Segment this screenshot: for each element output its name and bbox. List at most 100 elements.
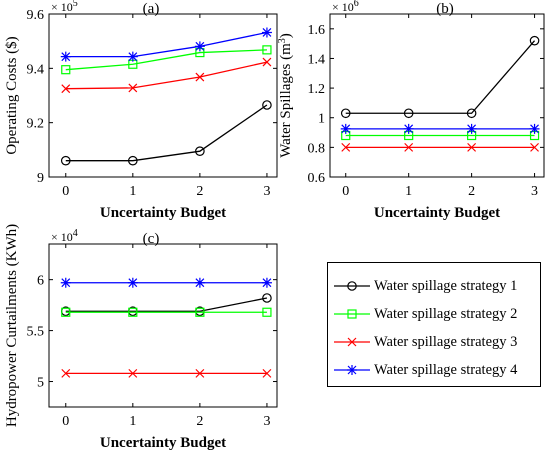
chart-panel-c: 5 5.5 6 0 1 2 3 × 104 (c) Uncertainty Budget Hydro… — [4, 224, 278, 451]
legend-label-strategy-1: Water spillage strategy 1 — [374, 278, 518, 294]
x-tick-label: 2 — [196, 184, 203, 199]
data-point-strategy-2 — [195, 307, 205, 317]
data-point-strategy-4 — [60, 277, 71, 288]
data-point-strategy-3 — [341, 142, 351, 152]
data-point-strategy-3 — [404, 142, 414, 152]
series-line-strategy-1 — [345, 40, 536, 114]
y-tick-label: 1.2 — [308, 82, 326, 97]
x-tick-label: 3 — [263, 184, 270, 199]
data-point-strategy-3 — [61, 84, 71, 94]
data-point-strategy-4 — [529, 123, 540, 134]
y-tick-label: 1 — [318, 112, 325, 127]
data-point-strategy-3 — [128, 83, 138, 93]
x-tick-label: 0 — [342, 184, 349, 199]
series-line-strategy-2 — [65, 49, 267, 71]
y-axis-label: Water Spillages (m3) — [277, 33, 294, 158]
data-point-strategy-1 — [466, 108, 477, 119]
x-tick-label: 3 — [263, 414, 270, 429]
legend-marker-star-icon — [334, 365, 370, 375]
data-point-strategy-2 — [262, 45, 272, 55]
y-tick-label: 9.2 — [27, 117, 45, 132]
x-tick-label: 0 — [62, 414, 69, 429]
legend: Water spillage strategy 1 Water spillage… — [327, 262, 541, 387]
data-point-strategy-3 — [61, 368, 71, 378]
plot-frame — [48, 13, 278, 178]
data-point-strategy-1 — [128, 155, 138, 166]
data-point-strategy-4 — [127, 277, 138, 288]
x-tick-label: 0 — [62, 184, 69, 199]
panel-title: (a) — [143, 1, 160, 17]
chart-panel-b: 0.6 0.8 1 1.2 1.4 1.6 0 1 2 3 × 106 (b) Uncertainty … — [277, 0, 545, 221]
axis-exponent: × 106 — [332, 0, 359, 14]
series-line-strategy-3 — [65, 61, 268, 90]
data-point-strategy-1 — [60, 155, 71, 166]
data-point-strategy-4 — [340, 123, 351, 134]
y-tick-label: 5.5 — [27, 325, 45, 340]
x-axis-label: Uncertainty Budget — [100, 205, 226, 221]
legend-entry-strategy-1: Water spillage strategy 1 — [328, 276, 540, 296]
data-point-strategy-4 — [261, 27, 272, 38]
plot-frame — [48, 243, 278, 408]
legend-entry-strategy-4: Water spillage strategy 4 — [328, 360, 540, 380]
x-axis-label: Uncertainty Budget — [100, 435, 226, 451]
y-tick-label: 9 — [37, 171, 44, 186]
legend-marker-circle-icon — [334, 281, 370, 291]
y-tick-label: 9.4 — [27, 62, 45, 77]
data-point-strategy-2 — [61, 307, 71, 317]
series-line-strategy-4 — [65, 31, 268, 58]
data-point-strategy-2 — [61, 65, 71, 75]
data-point-strategy-1 — [529, 35, 540, 46]
y-tick-label: 0.8 — [308, 141, 326, 156]
data-point-strategy-3 — [530, 142, 539, 152]
chart-panel-a: 9 9.2 9.4 9.6 0 1 2 3 × 105 (a) Uncertainty Budget… — [4, 0, 278, 221]
legend-label-strategy-3: Water spillage strategy 3 — [374, 334, 518, 350]
axis-exponent: × 104 — [51, 228, 78, 244]
legend-entry-strategy-3: Water spillage strategy 3 — [328, 332, 540, 352]
y-axis-label: Operating Costs ($) — [4, 36, 20, 154]
y-axis-label: Hydropower Curtailments (KWh) — [4, 224, 20, 427]
legend-marker-x-icon — [334, 337, 370, 347]
x-tick-label: 3 — [531, 184, 538, 199]
y-tick-label: 1.6 — [308, 23, 326, 38]
data-point-strategy-2 — [128, 307, 138, 317]
data-point-strategy-3 — [195, 368, 205, 378]
data-point-strategy-3 — [262, 368, 272, 378]
data-point-strategy-4 — [194, 41, 205, 52]
x-tick-label: 1 — [129, 414, 136, 429]
y-tick-label: 0.6 — [308, 171, 326, 186]
x-tick-label: 1 — [405, 184, 412, 199]
series-line-strategy-1 — [65, 104, 268, 162]
data-point-strategy-1 — [195, 146, 205, 156]
data-point-strategy-4 — [466, 123, 477, 134]
axis-exponent: × 105 — [51, 0, 78, 14]
data-point-strategy-4 — [261, 277, 272, 288]
data-point-strategy-4 — [127, 51, 138, 62]
legend-marker-square-icon — [334, 309, 370, 319]
data-point-strategy-1 — [262, 293, 272, 303]
legend-label-strategy-4: Water spillage strategy 4 — [374, 362, 518, 378]
data-point-strategy-3 — [262, 57, 272, 67]
y-tick-label: 6 — [37, 274, 44, 289]
y-tick-label: 1.4 — [308, 52, 326, 67]
data-point-strategy-2 — [262, 307, 272, 317]
data-point-strategy-3 — [128, 368, 138, 378]
y-tick-label: 9.6 — [27, 8, 45, 23]
x-tick-label: 1 — [129, 184, 136, 199]
panel-title: (b) — [436, 1, 454, 17]
data-point-strategy-4 — [60, 51, 71, 62]
y-tick-label: 5 — [37, 376, 44, 391]
x-tick-label: 2 — [468, 184, 475, 199]
legend-label-strategy-2: Water spillage strategy 2 — [374, 306, 518, 322]
data-point-strategy-1 — [403, 108, 414, 119]
data-point-strategy-3 — [195, 72, 205, 82]
data-point-strategy-4 — [403, 123, 414, 134]
x-axis-label: Uncertainty Budget — [374, 205, 500, 221]
series-line-strategy-1 — [65, 297, 268, 312]
data-point-strategy-1 — [340, 108, 351, 119]
panel-title: (c) — [143, 231, 160, 247]
legend-entry-strategy-2: Water spillage strategy 2 — [328, 304, 540, 324]
data-point-strategy-1 — [262, 100, 272, 110]
data-point-strategy-3 — [467, 142, 477, 152]
plot-frame — [329, 13, 545, 178]
